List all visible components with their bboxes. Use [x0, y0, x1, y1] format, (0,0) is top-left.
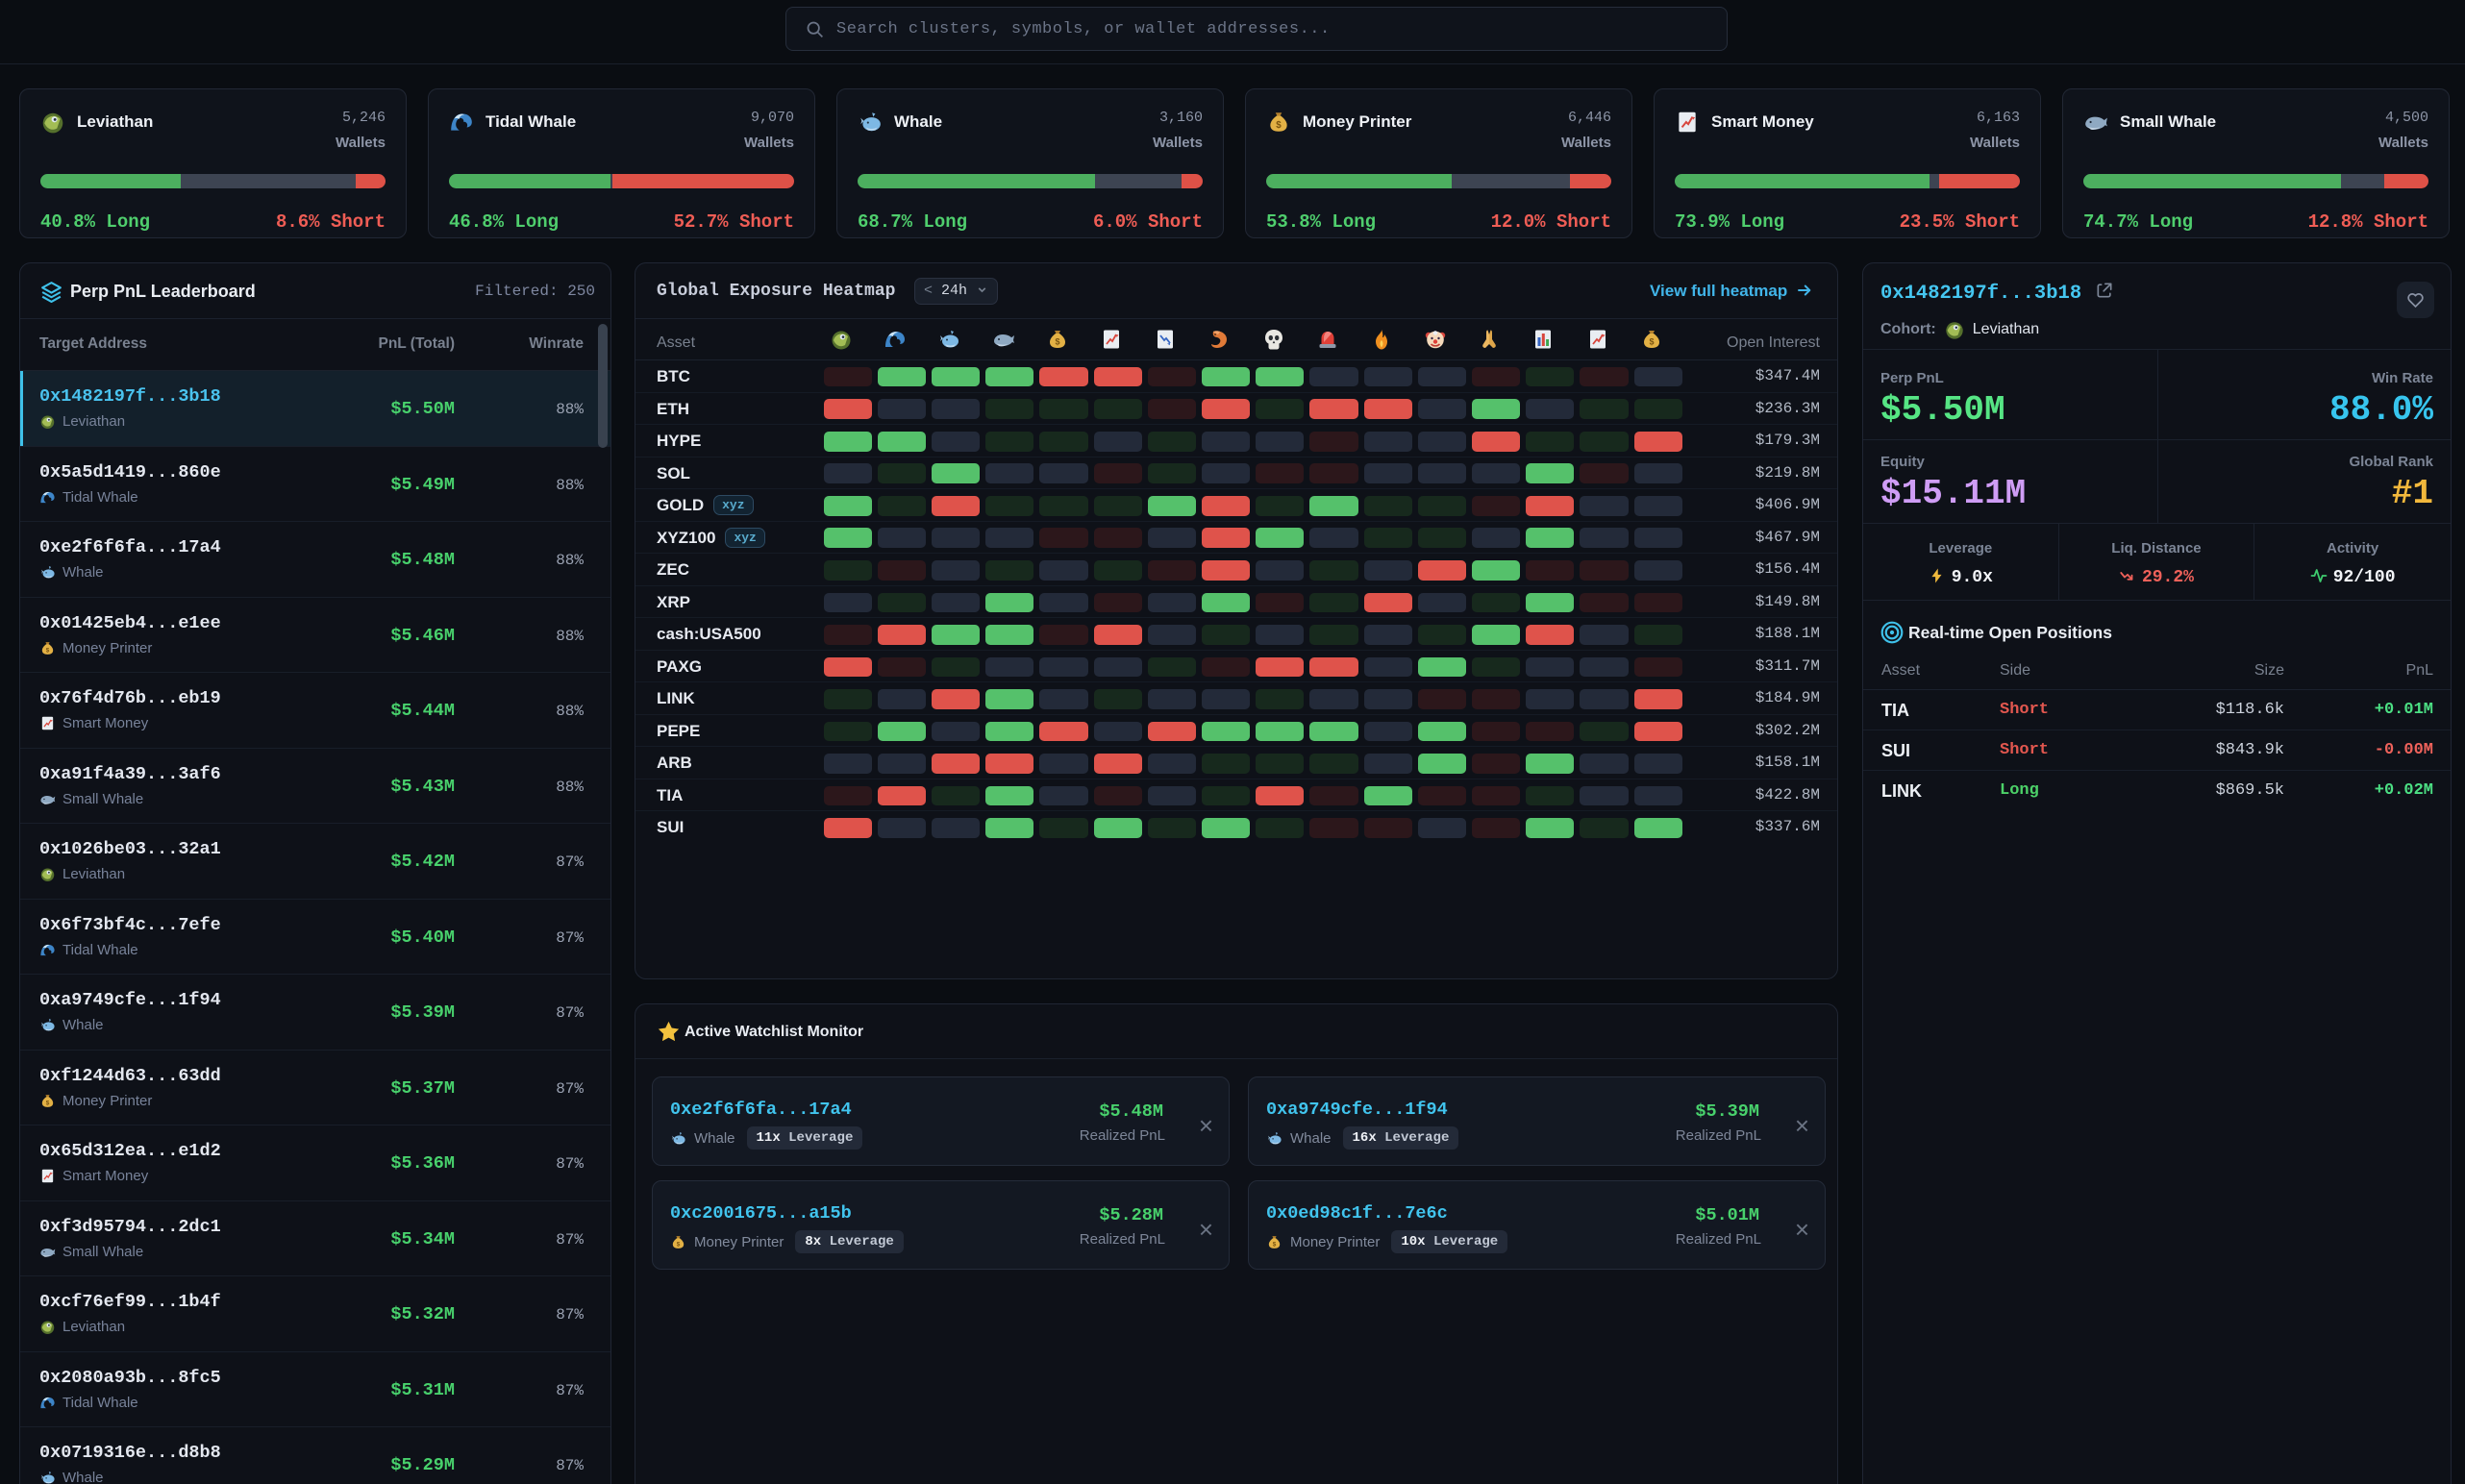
svg-text:$: $ [1273, 1241, 1277, 1248]
svg-text:$: $ [1649, 337, 1654, 347]
svg-text:$: $ [46, 647, 50, 654]
svg-text:$: $ [1276, 120, 1282, 131]
svg-text:$: $ [1055, 337, 1059, 347]
svg-text:$: $ [677, 1241, 681, 1248]
svg-text:$: $ [46, 1100, 50, 1106]
